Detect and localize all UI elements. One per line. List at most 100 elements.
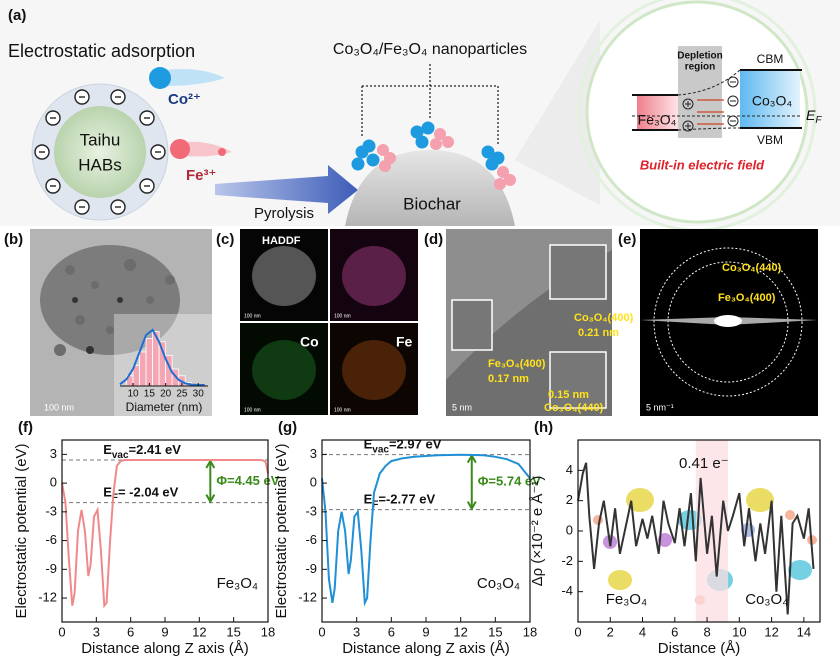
level-label-part: E — [364, 437, 373, 452]
panel-label: (e) — [618, 231, 636, 248]
panel-label: (b) — [4, 231, 23, 248]
x-tick-label: 6 — [671, 624, 678, 639]
panel-b: (b) 100 nm — [4, 229, 212, 416]
iron-ion: Fe³⁺ — [186, 167, 216, 184]
panel-label: (h) — [534, 419, 553, 436]
central-spot — [714, 315, 742, 327]
tem-texture — [117, 297, 123, 303]
vbm-label: VBM — [757, 133, 783, 147]
pyrolysis-arrow — [215, 165, 358, 214]
nanoparticle — [430, 138, 442, 150]
scale-bar-label: 100 nm — [334, 313, 351, 319]
level-label: EF=-2.77 eV — [364, 492, 436, 510]
tem-texture — [165, 275, 175, 285]
inset-box — [549, 351, 607, 409]
x-tick-label: 3 — [353, 624, 360, 639]
level-label-part: =2.97 eV — [389, 437, 442, 452]
nanoparticle — [434, 128, 446, 140]
x-axis-label: Distance along Z axis (Å) — [81, 640, 249, 657]
plane-label: Co₃O₄(440) — [544, 402, 604, 414]
field-caption: Built-in electric field — [640, 157, 765, 172]
tem-texture — [54, 344, 66, 356]
nanoparticle — [421, 121, 435, 135]
tem-texture — [91, 281, 99, 289]
x-tick-label: 25 — [176, 389, 188, 400]
tem-texture — [124, 259, 136, 271]
panel-e: (e) Co₃O₄(440) Fe₃O₄(400) 5 nm⁻¹ — [618, 229, 818, 416]
depletion-label: Depletion — [677, 51, 723, 62]
y-tick-label: 2 — [566, 492, 573, 507]
y-tick-label: 4 — [566, 462, 573, 477]
y-tick-label: -6 — [305, 532, 317, 547]
nanoparticle — [485, 157, 499, 171]
atom-model — [626, 488, 654, 512]
level-label-part: vac — [112, 450, 129, 461]
y-tick-label: 0 — [566, 522, 573, 537]
nanoparticle — [351, 157, 365, 171]
inset-box — [451, 299, 493, 351]
pointer-line — [361, 64, 499, 146]
y-tick-label: -9 — [305, 561, 317, 576]
panel-c: (c) HADDF Co Fe 100 nm 100 nm 100 nm 100… — [216, 229, 418, 415]
inset-box — [451, 244, 607, 409]
gap-label: Φ=4.45 eV — [216, 473, 279, 488]
level-label-part: =-2.77 eV — [378, 492, 435, 507]
adsorption-title: Electrostatic adsorption — [8, 41, 195, 61]
ring-label: Co₃O₄(440) — [722, 262, 782, 274]
x-tick-label: 9 — [161, 624, 168, 639]
ion-ball — [149, 67, 171, 89]
x-axis-label: Distance (Å) — [658, 640, 741, 657]
material-label: Fe₃O₄ — [638, 112, 677, 128]
spacing-label: 0.17 nm — [488, 373, 529, 385]
level-label-part: vac — [372, 444, 389, 455]
level-label: Evac=2.41 eV — [103, 442, 181, 460]
scale-bar-label: 100 nm — [244, 407, 261, 413]
fermi-subscript: F — [815, 115, 822, 126]
process-label: Pyrolysis — [254, 205, 314, 222]
level-label-part: F — [112, 492, 118, 503]
diffraction-ring — [653, 247, 803, 397]
x-tick-label: 18 — [261, 624, 275, 639]
band-diagram — [678, 46, 722, 138]
y-tick-label: -3 — [45, 503, 57, 518]
diffraction-ring — [653, 247, 803, 397]
hab-particle — [31, 83, 169, 221]
nanoparticle-title: Co₃O₄/Fe₃O₄ nanoparticles — [333, 41, 527, 58]
atom-model — [658, 533, 672, 547]
fermi-label: EF — [806, 107, 822, 126]
scale-bar-label: 5 nm⁻¹ — [646, 402, 674, 412]
scale-bar-label: 100 nm — [334, 407, 351, 413]
atom-model — [746, 488, 774, 512]
ring-label: Fe₃O₄(400) — [718, 292, 776, 304]
arrow-head — [205, 459, 216, 504]
band-diagram — [682, 76, 739, 132]
map-label: HADDF — [262, 235, 301, 247]
tem-texture — [40, 245, 180, 355]
y-tick-label: -2 — [561, 553, 573, 568]
x-tick-label: 18 — [523, 624, 537, 639]
y-axis-label: Electrostatic potential (eV) — [273, 443, 290, 618]
nanoparticle — [504, 174, 516, 186]
band-diagram — [637, 95, 678, 130]
level-label: Evac=2.97 eV — [364, 437, 442, 455]
panel-label: (f) — [18, 419, 33, 436]
level-label-part: E — [103, 485, 112, 500]
level-label-part: = -2.04 eV — [118, 485, 179, 500]
x-tick-label: 15 — [226, 624, 240, 639]
map-texture — [252, 246, 406, 400]
tem-texture — [146, 296, 154, 304]
plane-label: Co₃O₄(400) — [574, 312, 634, 324]
y-tick-label: -4 — [561, 583, 573, 598]
panel-label: (a) — [8, 7, 26, 24]
panel-label: (d) — [424, 231, 443, 248]
nanoparticle — [497, 166, 509, 178]
ion-ball — [170, 139, 190, 159]
nanoparticle — [410, 125, 424, 139]
nanoparticle — [481, 145, 495, 159]
x-tick-label: 0 — [318, 624, 325, 639]
ion-ball — [165, 69, 225, 86]
y-tick-label: -12 — [298, 589, 317, 604]
map-texture — [342, 340, 406, 400]
hab-particle — [54, 106, 146, 198]
plane-label: Fe₃O₄(400) — [488, 358, 546, 370]
